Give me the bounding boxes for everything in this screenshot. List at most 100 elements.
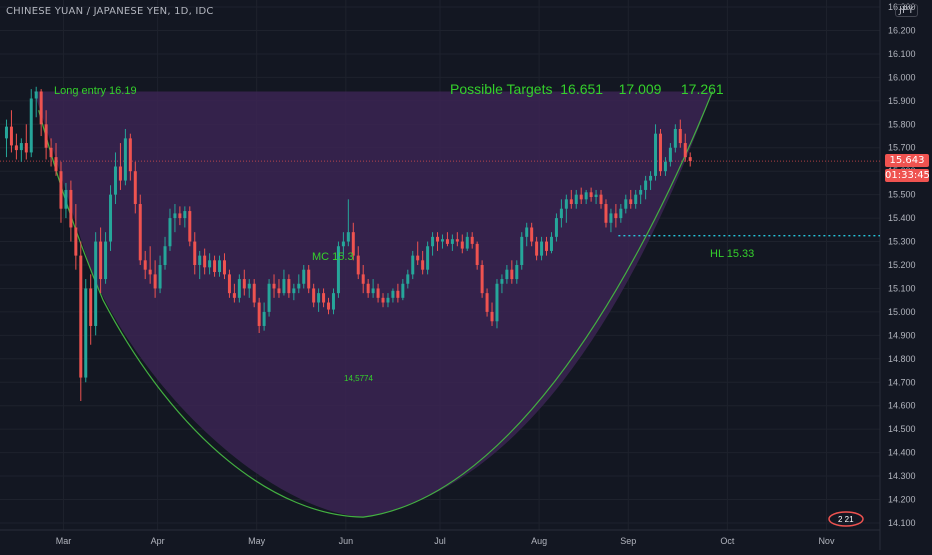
candle-body [386, 298, 389, 303]
candle-body [114, 167, 117, 195]
candle-body [446, 239, 449, 244]
candle-body [129, 138, 132, 171]
price-tick-label: 14.900 [888, 330, 916, 340]
time-tick-label: May [248, 536, 266, 546]
candle-body [312, 288, 315, 302]
last-price-tag: 15.643 [885, 154, 929, 167]
candle-body [55, 157, 58, 171]
candle-body [456, 239, 459, 241]
time-tick-label: Nov [818, 536, 835, 546]
candle-body [268, 284, 271, 312]
candle-body [575, 195, 578, 204]
candle-body [287, 279, 290, 293]
time-tick-label: Oct [720, 536, 735, 546]
candle [109, 185, 112, 251]
logo-text: 2 21 [838, 515, 854, 524]
currency-badge[interactable]: JPY [895, 4, 918, 17]
candle-body [69, 190, 72, 228]
time-tick-label: Aug [531, 536, 547, 546]
tradingview-logo[interactable]: 2 21 [826, 510, 866, 531]
time-tick-label: Apr [151, 536, 165, 546]
logo-badge-icon: 2 21 [826, 510, 866, 528]
price-tick-label: 15.500 [888, 190, 916, 200]
price-tick-label: 14.700 [888, 377, 916, 387]
candle-body [377, 288, 380, 297]
candle-body [520, 237, 523, 265]
candle-body [79, 256, 82, 378]
candle-body [629, 199, 632, 204]
candle-body [451, 239, 454, 244]
candle-body [476, 244, 479, 265]
candle-body [669, 148, 672, 162]
candle-body [15, 145, 18, 150]
candle-body [159, 265, 162, 288]
price-tick-label: 15.700 [888, 143, 916, 153]
candle-body [600, 195, 603, 204]
candle-body [10, 127, 13, 146]
candle [659, 129, 662, 176]
candle-body [59, 171, 62, 209]
candle-body [292, 288, 295, 293]
candle-body [431, 237, 434, 246]
candle-body [154, 274, 157, 288]
candle-body [208, 260, 211, 267]
candle-body [461, 242, 464, 249]
candle-body [491, 312, 494, 321]
candle-body [342, 242, 345, 247]
candle-body [372, 288, 375, 293]
candle [268, 279, 271, 317]
candle-body [168, 218, 171, 246]
candle-body [654, 134, 657, 176]
time-tick-label: Mar [56, 536, 72, 546]
candle [426, 242, 429, 275]
candle-body [5, 127, 8, 139]
candle-body [243, 279, 246, 288]
candle-body [382, 298, 385, 303]
candle-body [679, 129, 682, 143]
candle-body [585, 192, 588, 199]
candle-body [367, 284, 370, 293]
hl-label: HL 15.33 [710, 248, 754, 260]
candle-body [74, 227, 77, 255]
candle-body [436, 237, 439, 242]
price-tick-label: 14.800 [888, 354, 916, 364]
symbol-title[interactable]: CHINESE YUAN / JAPANESE YEN, 1D, IDC [6, 6, 214, 17]
candle-body [471, 237, 474, 244]
candle-body [416, 256, 419, 261]
candle-body [530, 227, 533, 241]
candle-body [525, 227, 528, 236]
candle-body [624, 199, 627, 208]
price-tick-label: 14.600 [888, 401, 916, 411]
candle-body [183, 211, 186, 218]
candle-body [481, 265, 484, 293]
candle-body [619, 209, 622, 218]
possible-targets-label: Possible Targets 16.651 17.009 17.261 [450, 81, 724, 97]
candle-body [99, 242, 102, 280]
candle-body [411, 256, 414, 275]
candle [84, 279, 87, 382]
price-axis[interactable]: 16.300 16.200 16.100 16.000 15.900 15.800 15.7… [888, 2, 916, 528]
candle-body [297, 284, 300, 289]
candle-body [40, 91, 43, 124]
candle-body [347, 232, 350, 241]
price-tick-label: 14.400 [888, 448, 916, 458]
candle-body [248, 284, 251, 289]
candle [337, 242, 340, 298]
candle-body [258, 303, 261, 326]
candle-body [213, 260, 216, 272]
candle-body [35, 91, 38, 98]
candle-body [545, 242, 548, 251]
candle-body [535, 242, 538, 256]
candle-body [466, 237, 469, 249]
price-tick-label: 15.300 [888, 237, 916, 247]
price-tick-label: 15.000 [888, 307, 916, 317]
bar-countdown-tag: 01:33:45 [885, 169, 929, 182]
price-tick-label: 16.000 [888, 72, 916, 82]
candle-body [590, 192, 593, 197]
candle [520, 232, 523, 270]
candle-body [555, 218, 558, 237]
candle-body [614, 213, 617, 218]
candle [188, 206, 191, 246]
